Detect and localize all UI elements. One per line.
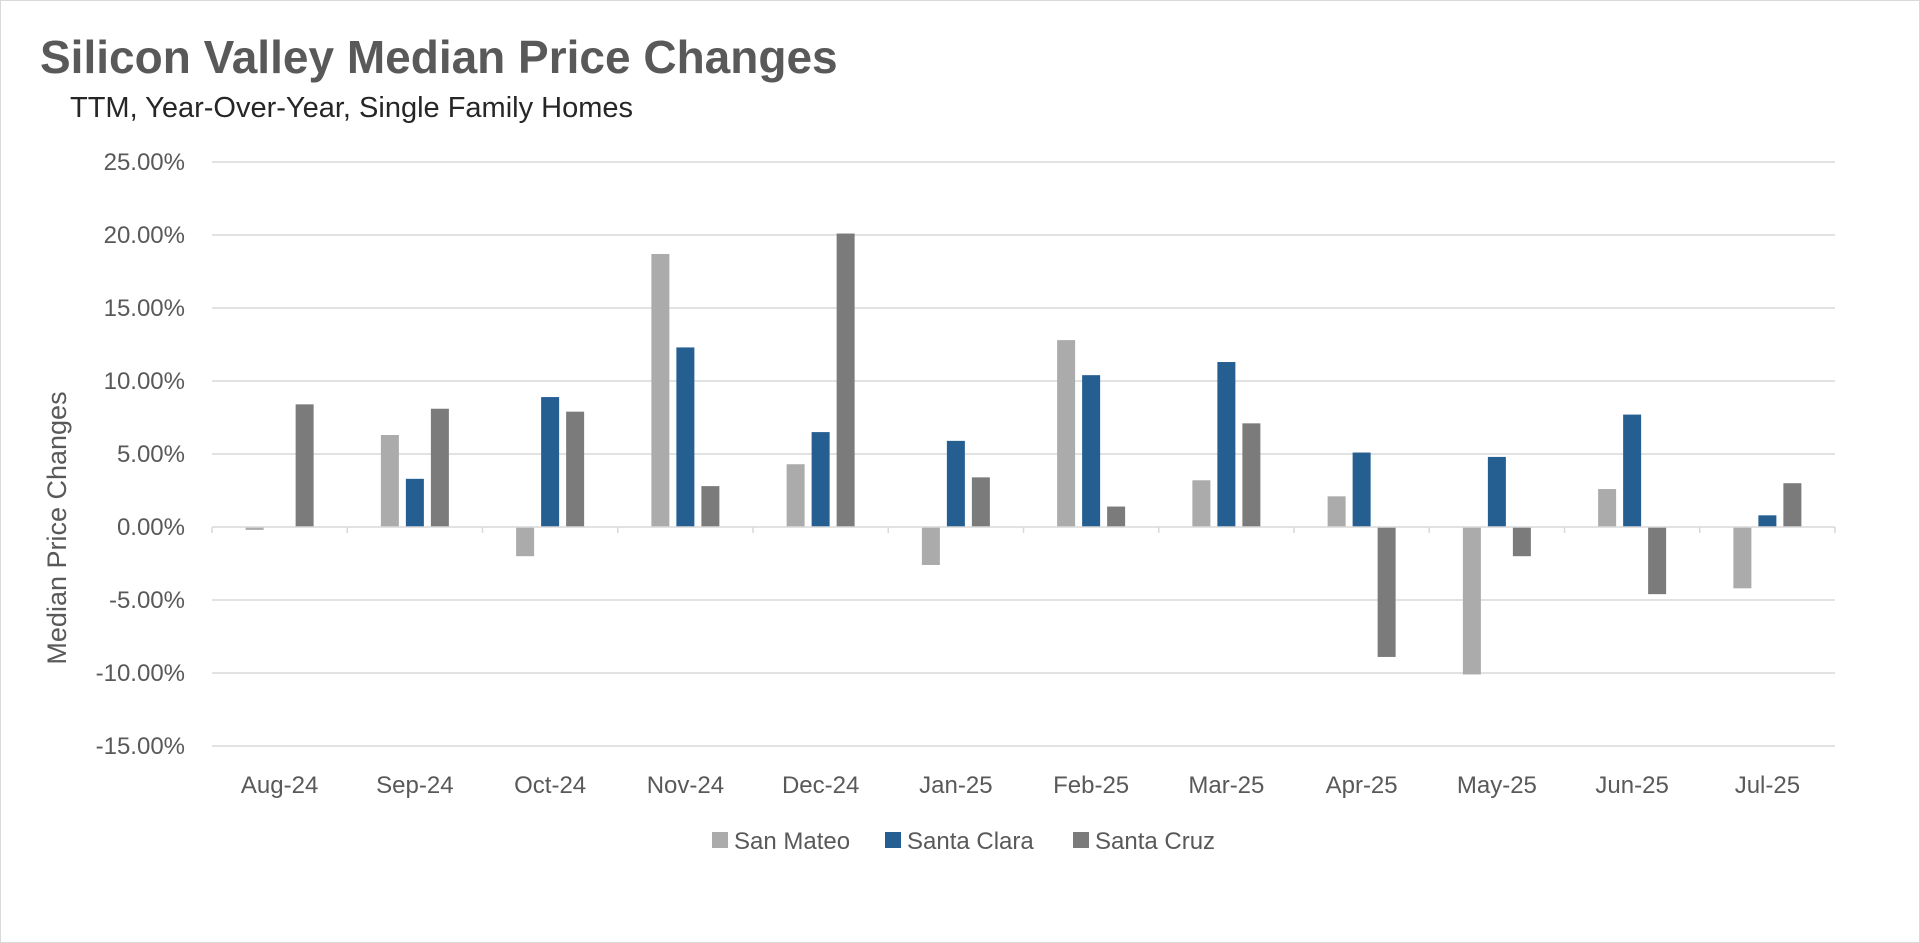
bar-santa-clara: [811, 432, 830, 527]
bar-santa-clara: [1082, 375, 1101, 527]
legend-label: San Mateo: [734, 828, 850, 855]
bar-san-mateo: [380, 435, 399, 527]
gridlines: [212, 161, 1835, 747]
chart-subtitle: TTM, Year-Over-Year, Single Family Homes: [70, 92, 634, 124]
bar-santa-cruz: [1512, 527, 1531, 557]
bar-santa-clara: [541, 397, 560, 527]
x-tick-label: Feb-25: [1053, 772, 1129, 799]
bar-santa-clara: [1623, 414, 1642, 527]
bars: [245, 233, 1802, 675]
bar-santa-clara: [1758, 515, 1777, 527]
y-tick-label: 10.00%: [104, 368, 185, 395]
bar-santa-cruz: [430, 408, 449, 527]
bar-san-mateo: [1192, 480, 1211, 527]
y-tick-label: 25.00%: [104, 149, 185, 176]
x-axis: [211, 526, 1836, 533]
bar-santa-clara: [405, 478, 424, 527]
bar-santa-cruz: [701, 486, 720, 527]
x-tick-label: Sep-24: [376, 772, 453, 799]
legend-swatch-santa-cruz: [1073, 832, 1089, 848]
bar-santa-clara: [1487, 456, 1506, 527]
bar-santa-clara: [676, 347, 695, 527]
y-tick-label: 15.00%: [104, 295, 185, 322]
bar-san-mateo: [921, 527, 940, 565]
y-tick-label: 5.00%: [117, 441, 185, 468]
bar-san-mateo: [245, 527, 264, 530]
x-tick-label: Jul-25: [1735, 772, 1800, 799]
bar-santa-cruz: [1783, 483, 1802, 527]
bar-santa-clara: [1352, 452, 1371, 527]
bar-san-mateo: [786, 464, 805, 527]
legend-swatch-san-mateo: [712, 832, 728, 848]
bar-santa-clara: [946, 440, 965, 527]
legend: San Mateo Santa Clara Santa Cruz: [712, 828, 1215, 855]
bar-santa-cruz: [1377, 527, 1396, 657]
y-tick-label: -10.00%: [96, 660, 185, 687]
x-tick-label: Jun-25: [1595, 772, 1668, 799]
bar-san-mateo: [1057, 340, 1076, 527]
bar-santa-clara: [1217, 362, 1236, 527]
y-tick-label: -5.00%: [109, 587, 185, 614]
x-tick-label: Dec-24: [782, 772, 859, 799]
x-tick-label: Jan-25: [919, 772, 992, 799]
bar-san-mateo: [516, 527, 535, 557]
x-tick-label: Oct-24: [514, 772, 586, 799]
y-axis-title: Median Price Changes: [42, 391, 72, 664]
bar-san-mateo: [1598, 489, 1617, 527]
chart-title: Silicon Valley Median Price Changes: [40, 31, 838, 83]
x-tick-label: Aug-24: [241, 772, 318, 799]
bar-santa-cruz: [1107, 506, 1126, 527]
x-tick-label: Nov-24: [647, 772, 724, 799]
bar-santa-cruz: [295, 404, 314, 527]
x-tick-label: Mar-25: [1188, 772, 1264, 799]
legend-label: Santa Cruz: [1095, 828, 1215, 855]
bar-santa-cruz: [1648, 527, 1667, 595]
bar-santa-cruz: [1242, 423, 1261, 527]
bar-san-mateo: [1327, 496, 1346, 527]
legend-swatch-santa-clara: [885, 832, 901, 848]
y-axis-ticks: 25.00% 20.00% 15.00% 10.00% 5.00% 0.00% -5.00%…: [96, 149, 185, 760]
bar-san-mateo: [1462, 527, 1481, 675]
bar-san-mateo: [1733, 527, 1752, 589]
y-tick-label: 20.00%: [104, 222, 185, 249]
y-tick-label: 0.00%: [117, 514, 185, 541]
bar-san-mateo: [651, 253, 670, 528]
x-tick-label: May-25: [1457, 772, 1537, 799]
bar-santa-cruz: [566, 411, 585, 527]
y-tick-label: -15.00%: [96, 733, 185, 760]
x-axis-ticks: Aug-24 Sep-24 Oct-24 Nov-24 Dec-24 Jan-25 Feb-…: [241, 772, 1800, 799]
x-tick-label: Apr-25: [1326, 772, 1398, 799]
legend-label: Santa Clara: [907, 828, 1034, 855]
bar-santa-cruz: [971, 477, 990, 527]
bar-santa-cruz: [836, 233, 855, 528]
